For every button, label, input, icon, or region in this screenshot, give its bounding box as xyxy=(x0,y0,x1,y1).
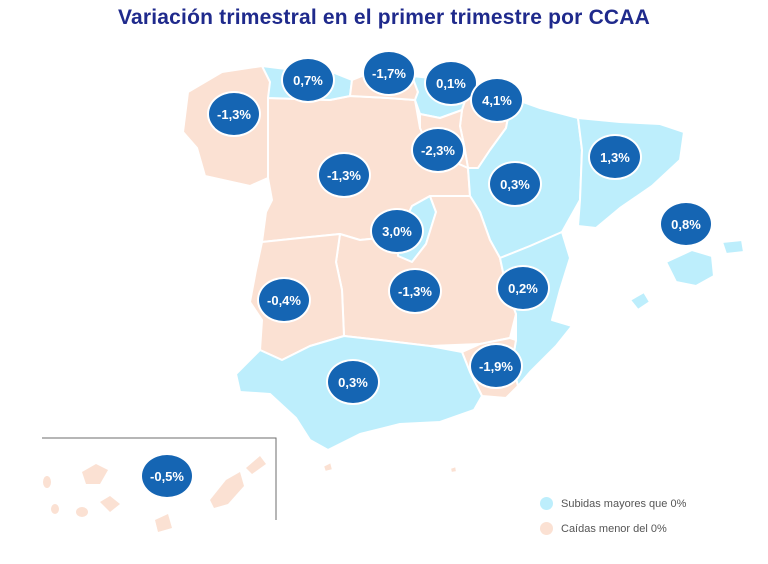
legend-rise-label: Subidas mayores que 0% xyxy=(561,497,687,510)
badge-galicia: -1,3% xyxy=(209,93,259,135)
badge-extremadura: -0,4% xyxy=(259,279,309,321)
badge-pais-vasco: 0,1% xyxy=(426,62,476,104)
legend-fall-swatch xyxy=(540,522,553,535)
badge-valencia: 0,2% xyxy=(498,267,548,309)
badge-navarra: 4,1% xyxy=(472,79,522,121)
badge-aragon: 0,3% xyxy=(490,163,540,205)
badge-cataluna: 1,3% xyxy=(590,136,640,178)
badge-castilla-la-mancha: -1,3% xyxy=(390,270,440,312)
canarias-inset-frame xyxy=(42,437,277,520)
legend-fall: Caídas menor del 0% xyxy=(540,522,667,535)
region-melilla xyxy=(449,465,458,474)
badge-andalucia: 0,3% xyxy=(328,361,378,403)
badge-cantabria: -1,7% xyxy=(364,52,414,94)
badge-murcia: -1,9% xyxy=(471,345,521,387)
canarias-islands xyxy=(43,456,266,532)
badge-la-rioja: -2,3% xyxy=(413,129,463,171)
legend-rise-swatch xyxy=(540,497,553,510)
region-ceuta xyxy=(322,461,334,473)
region-baleares-menorca[interactable] xyxy=(721,239,745,255)
region-baleares-ibiza[interactable] xyxy=(629,291,651,311)
badge-baleares: 0,8% xyxy=(661,203,711,245)
badge-madrid: 3,0% xyxy=(372,210,422,252)
badge-castilla-leon: -1,3% xyxy=(319,154,369,196)
badge-asturias: 0,7% xyxy=(283,59,333,101)
badge-canarias: -0,5% xyxy=(142,455,192,497)
legend-rise: Subidas mayores que 0% xyxy=(540,497,686,510)
map-title: Variación trimestral en el primer trimes… xyxy=(117,6,651,29)
legend-fall-label: Caídas menor del 0% xyxy=(561,522,667,535)
region-baleares-mallorca[interactable] xyxy=(665,249,715,287)
